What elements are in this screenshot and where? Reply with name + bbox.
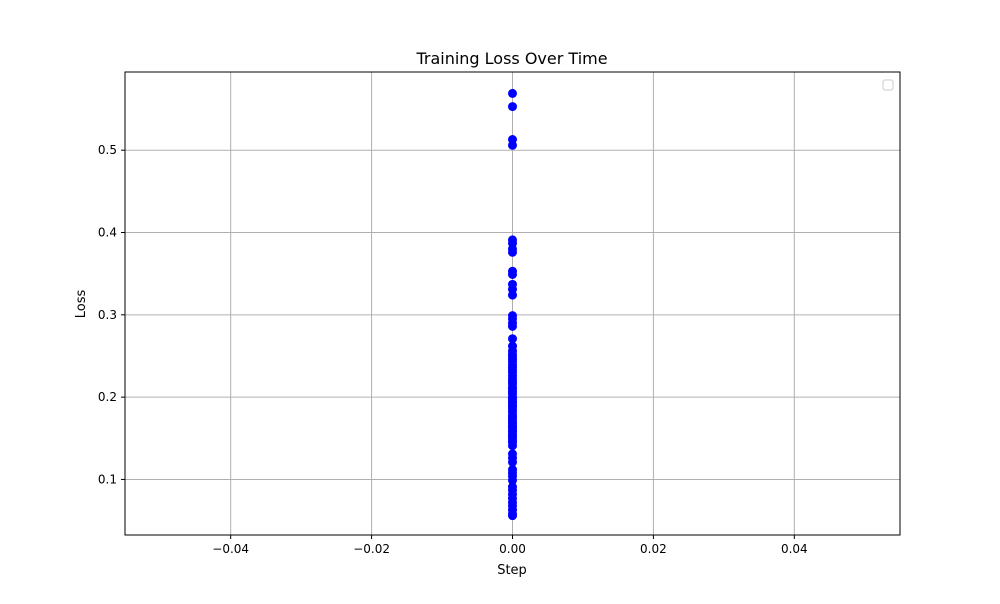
y-tick-label: 0.2 [98, 390, 117, 404]
data-point [508, 290, 517, 300]
data-point [508, 475, 517, 485]
legend-box [882, 79, 894, 91]
data-point [508, 511, 517, 521]
y-tick-label: 0.3 [98, 308, 117, 322]
data-point [508, 334, 517, 344]
chart-title: Training Loss Over Time [415, 49, 607, 68]
y-axis-ticks: 0.1 0.2 0.3 0.4 0.5 [98, 143, 125, 486]
x-tick-label: 0.00 [499, 542, 526, 556]
data-point [508, 457, 517, 467]
y-tick-label: 0.4 [98, 226, 117, 240]
x-tick-label: −0.04 [212, 542, 249, 556]
data-point [508, 247, 517, 257]
data-point [508, 269, 517, 279]
x-tick-label: 0.04 [781, 542, 808, 556]
y-tick-label: 0.5 [98, 143, 117, 157]
data-point [508, 349, 517, 359]
x-tick-label: −0.02 [353, 542, 390, 556]
x-tick-label: 0.02 [640, 542, 667, 556]
x-axis-label: Step [497, 563, 527, 578]
data-point [508, 321, 517, 331]
points-layer [508, 88, 517, 521]
data-point [508, 140, 517, 150]
y-tick-label: 0.1 [98, 472, 117, 486]
data-point [508, 88, 517, 98]
x-axis-ticks: −0.04 −0.02 0.00 0.02 0.04 [212, 535, 808, 556]
data-point [508, 102, 517, 112]
y-axis-label: Loss [74, 290, 89, 319]
